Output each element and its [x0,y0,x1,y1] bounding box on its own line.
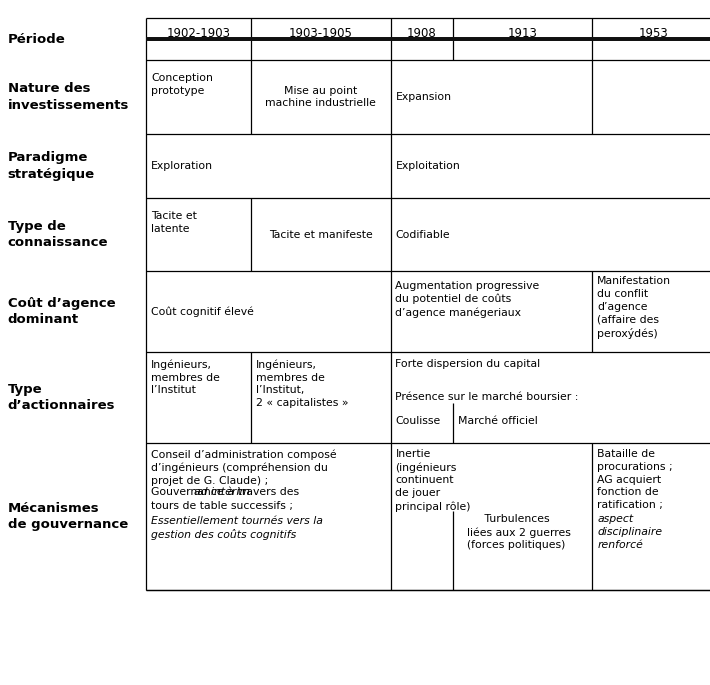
Text: tours de table successifs ;: tours de table successifs ; [151,501,293,511]
Text: Forte dispersion du capital: Forte dispersion du capital [395,360,540,369]
Text: Mise au point
machine industrielle: Mise au point machine industrielle [266,86,376,108]
Text: Coulisse: Coulisse [395,416,441,426]
Text: Manifestation
du conflit
d’agence
(affaire des
peroxýdés): Manifestation du conflit d’agence (affai… [597,276,671,338]
Text: Coût cognitif élevé: Coût cognitif élevé [151,306,254,317]
Text: Expansion: Expansion [395,92,452,102]
Text: ad interim: ad interim [194,487,250,497]
Text: Essentiellement tournés vers la
gestion des coûts cognitifs: Essentiellement tournés vers la gestion … [151,516,323,540]
Text: Type
d’actionnaires: Type d’actionnaires [8,383,115,412]
Text: Bataille de
procurations ;
AG acquiert
fonction de
ratification ;: Bataille de procurations ; AG acquiert f… [597,449,673,510]
Text: Tacite et manifeste: Tacite et manifeste [269,229,373,240]
Text: Codifiable: Codifiable [395,229,450,240]
Text: Paradigme
stratégique: Paradigme stratégique [8,151,95,181]
Text: Conception
prototype: Conception prototype [151,73,213,97]
Text: Inertie
(ingénieurs
continuent
de jouer
principal rôle): Inertie (ingénieurs continuent de jouer … [395,449,471,512]
Text: Exploitation: Exploitation [395,161,460,171]
Text: Ingénieurs,
membres de
l’Institut: Ingénieurs, membres de l’Institut [151,360,220,395]
Text: Tacite et
latente: Tacite et latente [151,211,197,234]
Text: aspect
disciplinaire
renforcé: aspect disciplinaire renforcé [597,514,662,550]
Text: 1953: 1953 [638,27,668,40]
Text: Présence sur le marché boursier :: Présence sur le marché boursier : [395,393,579,402]
Text: Turbulences
liées aux 2 guerres
(forces politiques): Turbulences liées aux 2 guerres (forces … [467,514,571,550]
Text: Période: Période [8,33,65,45]
Text: 1902-1903: 1902-1903 [167,27,231,40]
Text: Exploration: Exploration [151,161,213,171]
Text: Ingénieurs,
membres de
l’Institut,
2 « capitalistes »: Ingénieurs, membres de l’Institut, 2 « c… [256,360,349,408]
Text: 1908: 1908 [407,27,437,40]
Text: Mécanismes
de gouvernance: Mécanismes de gouvernance [8,501,128,532]
Text: 1913: 1913 [508,27,537,40]
Text: Marché officiel: Marché officiel [458,416,537,426]
Text: Gouvernance: Gouvernance [151,487,227,497]
Text: Augmentation progressive
du potentiel de coûts
d’agence manégeriaux: Augmentation progressive du potentiel de… [395,281,540,318]
Text: Coût d’agence
dominant: Coût d’agence dominant [8,297,116,327]
Text: Conseil d’administration composé
d’ingénieurs (compréhension du
projet de G. Cla: Conseil d’administration composé d’ingén… [151,449,337,486]
Text: Type de
connaissance: Type de connaissance [8,220,109,249]
Text: Nature des
investissements: Nature des investissements [8,82,129,112]
Text: 1903-1905: 1903-1905 [289,27,353,40]
Text: à travers des: à travers des [224,487,299,497]
